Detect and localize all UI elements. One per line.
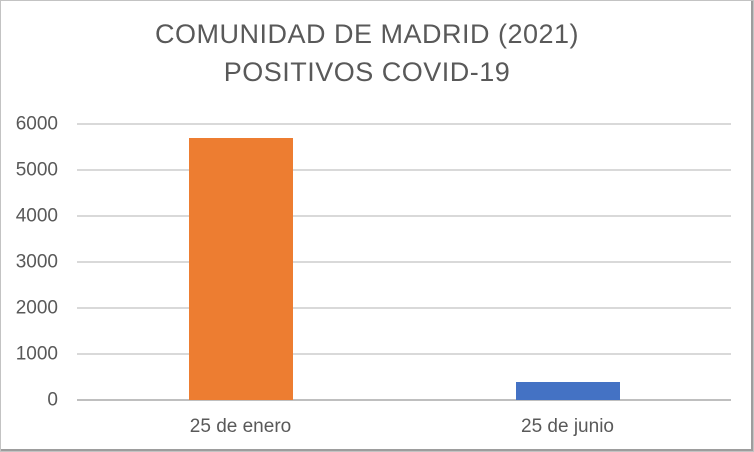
- y-tick-label: 6000: [15, 113, 58, 135]
- bar-25-de-enero: [188, 137, 293, 400]
- y-tick-label: 3000: [15, 251, 58, 273]
- chart-title: COMUNIDAD DE MADRID (2021) POSITIVOS COV…: [1, 15, 733, 91]
- plot-area: [77, 123, 731, 401]
- chart-title-line1: COMUNIDAD DE MADRID (2021): [154, 19, 580, 49]
- bar-25-de-junio: [515, 381, 620, 400]
- y-tick-label: 2000: [15, 297, 58, 319]
- y-tick-label: 4000: [15, 205, 58, 227]
- chart-title-line2: POSITIVOS COVID-19: [223, 57, 511, 87]
- x-axis-line: [77, 399, 731, 401]
- gridline: [77, 215, 731, 218]
- y-axis-labels: 0 1000 2000 3000 4000 5000 6000: [1, 115, 58, 410]
- x-tick-label: 25 de enero: [189, 416, 292, 437]
- gridline: [77, 169, 731, 171]
- y-tick-label: 0: [47, 389, 58, 411]
- gridline: [77, 353, 731, 356]
- x-tick-label: 25 de junio: [521, 416, 614, 437]
- x-axis-labels: 25 de enero 25 de junio: [77, 413, 731, 441]
- gridline: [77, 123, 731, 125]
- y-tick-label: 1000: [15, 343, 58, 365]
- gridline: [77, 261, 731, 263]
- gridline: [77, 307, 731, 310]
- y-tick-label: 5000: [15, 159, 58, 181]
